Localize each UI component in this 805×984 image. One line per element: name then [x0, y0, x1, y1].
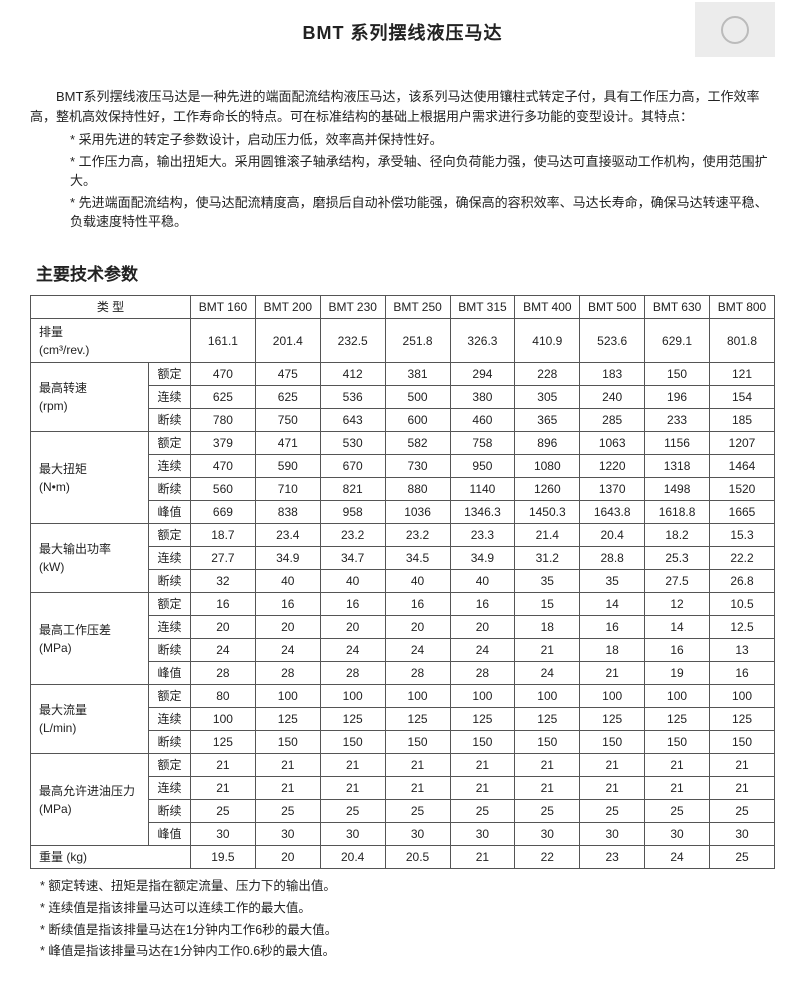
features-list: 采用先进的转定子参数设计，启动压力低，效率高并保持性好。工作压力高，输出扭矩大。…: [70, 130, 775, 232]
feature-item: 先进端面配流结构，使马达配流精度高，磨损后自动补偿功能强，确保高的容积效率、马达…: [70, 193, 775, 232]
footnote-item: 额定转速、扭矩是指在额定流量、压力下的输出值。: [40, 877, 775, 896]
intro-paragraph: BMT系列摆线液压马达是一种先进的端面配流结构液压马达，该系列马达使用镶柱式转定…: [30, 87, 775, 126]
feature-item: 工作压力高，输出扭矩大。采用圆锥滚子轴承结构，承受轴、径向负荷能力强，使马达可直…: [70, 152, 775, 191]
section-header: 主要技术参数: [36, 262, 775, 288]
footnote-item: 峰值是指该排量马达在1分钟内工作0.6秒的最大值。: [40, 942, 775, 961]
spec-table: 类 型BMT 160BMT 200BMT 230BMT 250BMT 315BM…: [30, 295, 775, 869]
product-thumbnail: [695, 2, 775, 57]
page-title: BMT 系列摆线液压马达: [303, 20, 503, 47]
feature-item: 采用先进的转定子参数设计，启动压力低，效率高并保持性好。: [70, 130, 775, 150]
footnote-item: 连续值是指该排量马达可以连续工作的最大值。: [40, 899, 775, 918]
footnotes: 额定转速、扭矩是指在额定流量、压力下的输出值。连续值是指该排量马达可以连续工作的…: [30, 877, 775, 961]
footnote-item: 断续值是指该排量马达在1分钟内工作6秒的最大值。: [40, 921, 775, 940]
